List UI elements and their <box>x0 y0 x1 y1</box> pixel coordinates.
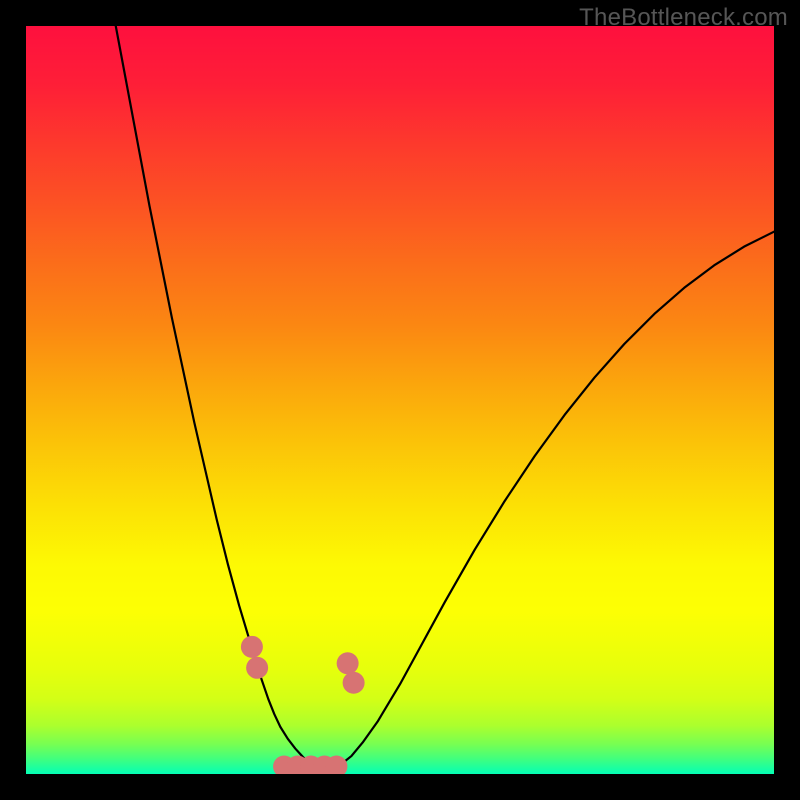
chart-background <box>26 26 774 774</box>
watermark-text: TheBottleneck.com <box>579 4 788 32</box>
chart-plot-area <box>26 26 774 774</box>
data-marker <box>246 657 268 679</box>
chart-svg <box>26 26 774 774</box>
data-marker <box>241 636 263 658</box>
data-marker <box>343 672 365 694</box>
data-marker <box>337 652 359 674</box>
